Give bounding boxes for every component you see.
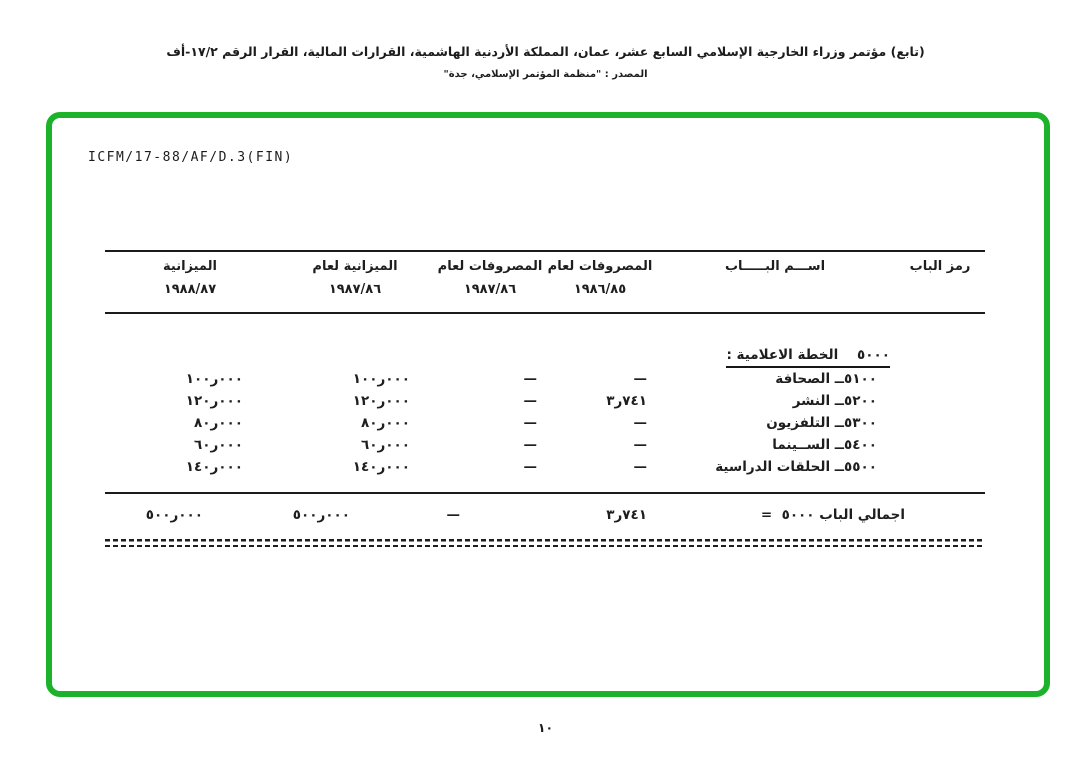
row-name: ٥٢٠٠ــ النشر: [792, 393, 877, 409]
row-bud-8887: ١٠٠ر٠٠٠: [185, 371, 243, 387]
total-row: اجمالي الباب ٥٠٠٠ = ٣ر٧٤١ — ٥٠٠ر٠٠٠ ٥٠٠ر…: [105, 492, 985, 536]
reference-code: ICFM/17-88/AF/D.3(FIN): [88, 150, 294, 165]
header-expenditure-8786-title: المصروفات لعام: [437, 259, 543, 274]
section-title: ٥٠٠٠ الخطة الاعلامية :: [726, 347, 890, 368]
row-exp-8685: ٣ر٧٤١: [606, 393, 647, 409]
budget-table: رمز الباب اســـم البـــــاب المصروفات لع…: [105, 250, 985, 536]
total-bud-8887: ٥٠٠ر٠٠٠: [105, 492, 275, 536]
total-label: اجمالي الباب ٥٠٠٠ =: [655, 492, 985, 536]
row-bud-8887: ٨٠ر٠٠٠: [194, 415, 243, 431]
row-exp-8786: —: [523, 393, 538, 409]
row-name: ٥٣٠٠ــ التلفزيون: [766, 415, 877, 431]
header-budget-8887-year: ١٩٨٨/٨٧: [163, 282, 217, 297]
table-row: ٥٢٠٠ــ النشر ٣ر٧٤١ — ١٢٠ر٠٠٠ ١٢٠ر٠٠٠: [105, 390, 985, 412]
header-expenditure-8786-year: ١٩٨٧/٨٦: [463, 282, 517, 297]
row-name: ٥٤٠٠ــ الســينما: [772, 437, 877, 453]
header-budget-8887: الميزانية ١٩٨٨/٨٧: [105, 250, 275, 314]
total-exp-8685: ٣ر٧٤١: [545, 492, 655, 536]
table-row: ٥٣٠٠ــ التلفزيون — — ٨٠ر٠٠٠ ٨٠ر٠٠٠: [105, 412, 985, 434]
row-exp-8786: —: [523, 371, 538, 387]
doc-header-line1: (تابع) مؤتمر وزراء الخارجية الإسلامي الس…: [166, 44, 925, 59]
row-exp-8685: —: [633, 415, 648, 431]
row-bud-8786: ٨٠ر٠٠٠: [361, 415, 410, 431]
header-budget-8786-title: الميزانية لعام: [312, 259, 398, 274]
section-cell: ٥٠٠٠ الخطة الاعلامية :: [655, 342, 985, 368]
row-name: ٥١٠٠ــ الصحافة: [775, 371, 877, 387]
double-equals-rule: [105, 539, 985, 547]
row-exp-8685: —: [633, 371, 648, 387]
row-bud-8887: ١٢٠ر٠٠٠: [185, 393, 243, 409]
total-exp-8786: —: [435, 492, 545, 536]
header-expenditure-8685: المصروفات لعام ١٩٨٦/٨٥: [545, 250, 655, 314]
row-exp-8685: —: [633, 459, 648, 475]
row-exp-8786: —: [523, 437, 538, 453]
header-expenditure-8786: المصروفات لعام ١٩٨٧/٨٦: [435, 250, 545, 314]
doc-source-line: المصدر : "منظمة المؤتمر الإسلامي، جدة": [443, 69, 648, 80]
row-exp-8786: —: [523, 459, 538, 475]
header-chapter-name-label: اســـم البـــــاب: [724, 259, 826, 274]
table-row: ٥٤٠٠ــ الســينما — — ٦٠ر٠٠٠ ٦٠ر٠٠٠: [105, 434, 985, 456]
row-bud-8887: ٦٠ر٠٠٠: [194, 437, 243, 453]
budget-table-wrap: رمز الباب اســـم البـــــاب المصروفات لع…: [105, 250, 985, 547]
header-expenditure-8685-title: المصروفات لعام: [547, 259, 653, 274]
scan-frame: ICFM/17-88/AF/D.3(FIN) رمز الباب اســـم …: [46, 112, 1050, 697]
header-budget-8786-year: ١٩٨٧/٨٦: [328, 282, 382, 297]
header-budget-8786: الميزانية لعام ١٩٨٧/٨٦: [275, 250, 435, 314]
row-name: ٥٥٠٠ــ الحلقات الدراسية: [715, 459, 877, 475]
header-chapter-code: رمز الباب: [895, 250, 985, 314]
row-bud-8786: ٦٠ر٠٠٠: [361, 437, 410, 453]
header-chapter-name: اســـم البـــــاب: [655, 250, 895, 314]
page-number: ١٠: [537, 720, 554, 735]
table-header-row: رمز الباب اســـم البـــــاب المصروفات لع…: [105, 250, 985, 314]
row-exp-8786: —: [523, 415, 538, 431]
section-row: ٥٠٠٠ الخطة الاعلامية :: [105, 342, 985, 368]
row-bud-8786: ١٠٠ر٠٠٠: [352, 371, 410, 387]
table-row: ٥٥٠٠ــ الحلقات الدراسية — — ١٤٠ر٠٠٠ ١٤٠ر…: [105, 456, 985, 478]
total-bud-8786: ٥٠٠ر٠٠٠: [275, 492, 435, 536]
header-chapter-code-label: رمز الباب: [909, 259, 971, 274]
header-budget-8887-title: الميزانية: [163, 259, 217, 274]
row-bud-8887: ١٤٠ر٠٠٠: [185, 459, 243, 475]
row-bud-8786: ١٤٠ر٠٠٠: [352, 459, 410, 475]
row-bud-8786: ١٢٠ر٠٠٠: [352, 393, 410, 409]
row-exp-8685: —: [633, 437, 648, 453]
table-row: ٥١٠٠ــ الصحافة — — ١٠٠ر٠٠٠ ١٠٠ر٠٠٠: [105, 368, 985, 390]
header-expenditure-8685-year: ١٩٨٦/٨٥: [573, 282, 627, 297]
